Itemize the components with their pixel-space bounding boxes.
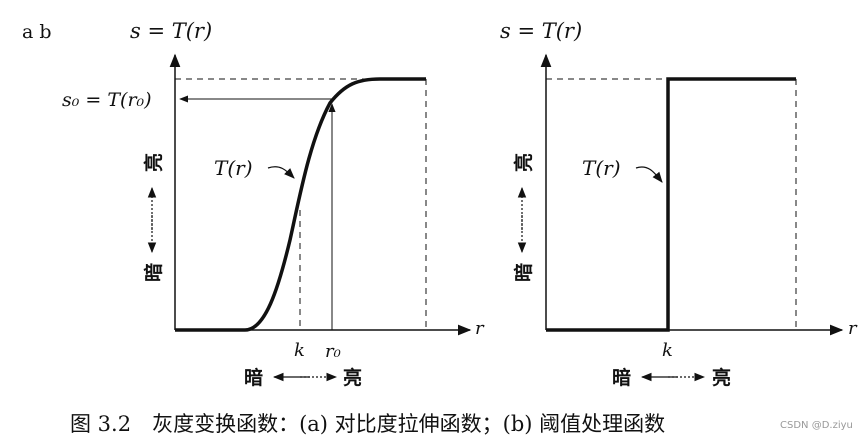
panel-letters: a b	[22, 21, 52, 43]
right-curve-label: T(r)	[582, 156, 621, 180]
threshold-step-curve	[546, 77, 796, 332]
left-dark-label: 暗	[142, 263, 165, 282]
left-curve-pointer	[267, 166, 295, 179]
s0-label: s₀ = T(r₀)	[62, 89, 152, 111]
right-bottom-dark-label: 暗	[612, 366, 631, 389]
r0-label: r₀	[325, 341, 341, 362]
contrast-stretch-curve	[175, 77, 426, 332]
left-plot: s = T(r) r s₀ = T(r₀) T(r) 亮 暗 k r₀ 暗 亮	[62, 19, 485, 389]
left-light-label: 亮	[142, 153, 165, 172]
watermark: CSDN @D.ziyu	[780, 420, 853, 431]
left-y-axis-title: s = T(r)	[130, 19, 212, 43]
right-bottom-light-label: 亮	[712, 366, 731, 389]
left-bottom-light-label: 亮	[343, 366, 362, 389]
right-x-axis-label: r	[848, 318, 858, 339]
right-light-label: 亮	[512, 153, 535, 172]
right-plot: s = T(r) r T(r) 亮 暗 k 暗 亮	[500, 19, 858, 389]
left-curve-label: T(r)	[214, 156, 253, 180]
right-dark-label: 暗	[512, 263, 535, 282]
figure-caption: 图 3.2 灰度变换函数：(a) 对比度拉伸函数；(b) 阈值处理函数	[70, 412, 666, 436]
right-k-label: k	[662, 340, 673, 361]
right-curve-pointer	[635, 166, 663, 183]
left-x-axis-label: r	[475, 318, 485, 339]
left-k-label: k	[294, 340, 305, 361]
left-bottom-dark-label: 暗	[244, 366, 263, 389]
right-y-axis-title: s = T(r)	[500, 19, 582, 43]
